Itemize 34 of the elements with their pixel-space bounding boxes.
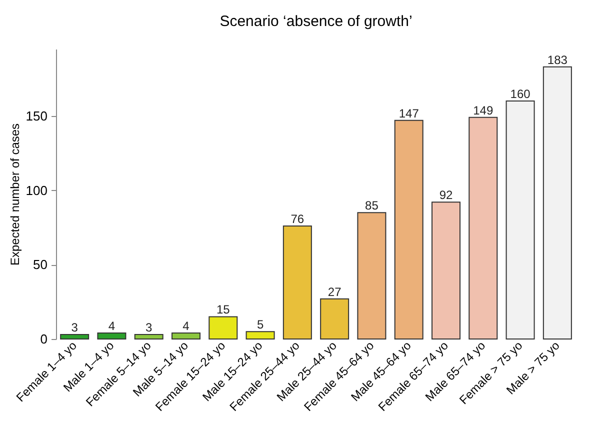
bar [246,331,275,340]
bar [134,334,164,340]
bar [542,66,572,340]
data-label: 85 [365,198,379,213]
data-label: 149 [473,103,494,118]
data-label: 3 [146,320,153,335]
y-tick-label: 0 [40,332,48,346]
bar [60,334,90,340]
y-tick-label: 50 [33,257,48,272]
bar [394,120,424,340]
data-label: 5 [256,318,264,332]
chart-title: Scenario ‘absence of growth’ [220,13,412,30]
data-label: 3 [71,320,78,335]
data-label: 76 [290,212,304,226]
bar [282,225,312,340]
data-label: 183 [547,52,568,67]
bar [432,202,460,340]
data-label: 27 [328,284,342,299]
y-tick-label: 150 [26,108,48,124]
bar [357,212,386,340]
bar [468,116,498,340]
bar [320,298,350,340]
data-label: 160 [510,87,531,102]
y-axis-title: Expected number of cases [8,123,22,266]
bar [208,316,238,340]
bar [97,332,126,340]
data-label: 92 [439,188,453,202]
data-label: 4 [182,319,190,334]
bar [172,332,200,340]
y-tick-label: 100 [26,182,48,198]
data-label: 15 [216,302,230,317]
data-label: 147 [398,106,420,120]
bar [506,100,535,340]
data-label: 4 [108,319,116,334]
